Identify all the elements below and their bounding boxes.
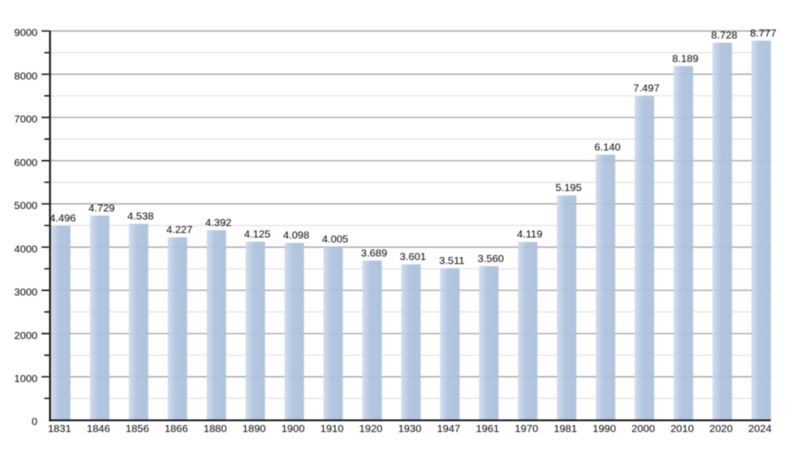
svg-text:6000: 6000 [14,157,38,169]
svg-text:4.125: 4.125 [244,228,270,240]
svg-text:4.729: 4.729 [88,202,114,214]
svg-text:0: 0 [32,416,38,428]
svg-text:8000: 8000 [14,70,38,82]
svg-text:5000: 5000 [14,200,38,212]
svg-text:8.189: 8.189 [672,53,698,65]
svg-text:4.392: 4.392 [205,217,231,229]
svg-text:1990: 1990 [593,423,617,435]
svg-text:4.005: 4.005 [322,234,348,246]
svg-text:1000: 1000 [14,373,38,385]
svg-text:1856: 1856 [126,423,150,435]
svg-text:1890: 1890 [242,423,266,435]
svg-text:1900: 1900 [281,423,305,435]
svg-text:6.140: 6.140 [594,141,620,153]
svg-text:1846: 1846 [87,423,111,435]
svg-text:3.560: 3.560 [478,253,504,265]
svg-text:4.227: 4.227 [166,224,192,236]
svg-text:1866: 1866 [165,423,189,435]
svg-text:2010: 2010 [670,423,694,435]
svg-text:8.777: 8.777 [750,27,776,39]
svg-text:9000: 9000 [14,27,38,39]
svg-text:7.497: 7.497 [633,83,659,95]
svg-text:1880: 1880 [204,423,228,435]
svg-text:1910: 1910 [320,423,344,435]
svg-text:1831: 1831 [48,423,72,435]
svg-text:1947: 1947 [437,423,461,435]
svg-text:2024: 2024 [748,423,772,435]
svg-text:3.511: 3.511 [439,255,465,267]
svg-text:1961: 1961 [476,423,500,435]
svg-text:4000: 4000 [14,243,38,255]
svg-text:4.496: 4.496 [50,212,76,224]
svg-text:1981: 1981 [554,423,578,435]
svg-text:3.601: 3.601 [400,251,426,263]
svg-text:8.728: 8.728 [711,29,737,41]
svg-text:7000: 7000 [14,114,38,126]
svg-text:1930: 1930 [398,423,422,435]
svg-text:5.195: 5.195 [555,182,581,194]
svg-text:4.098: 4.098 [283,230,309,242]
svg-text:1970: 1970 [515,423,539,435]
svg-text:1920: 1920 [359,423,383,435]
svg-text:4.119: 4.119 [517,229,543,241]
svg-text:2000: 2000 [632,423,656,435]
svg-text:2000: 2000 [14,330,38,342]
svg-text:4.538: 4.538 [127,211,153,223]
svg-text:3000: 3000 [14,287,38,299]
svg-text:3.689: 3.689 [361,247,387,259]
svg-text:2020: 2020 [709,423,733,435]
